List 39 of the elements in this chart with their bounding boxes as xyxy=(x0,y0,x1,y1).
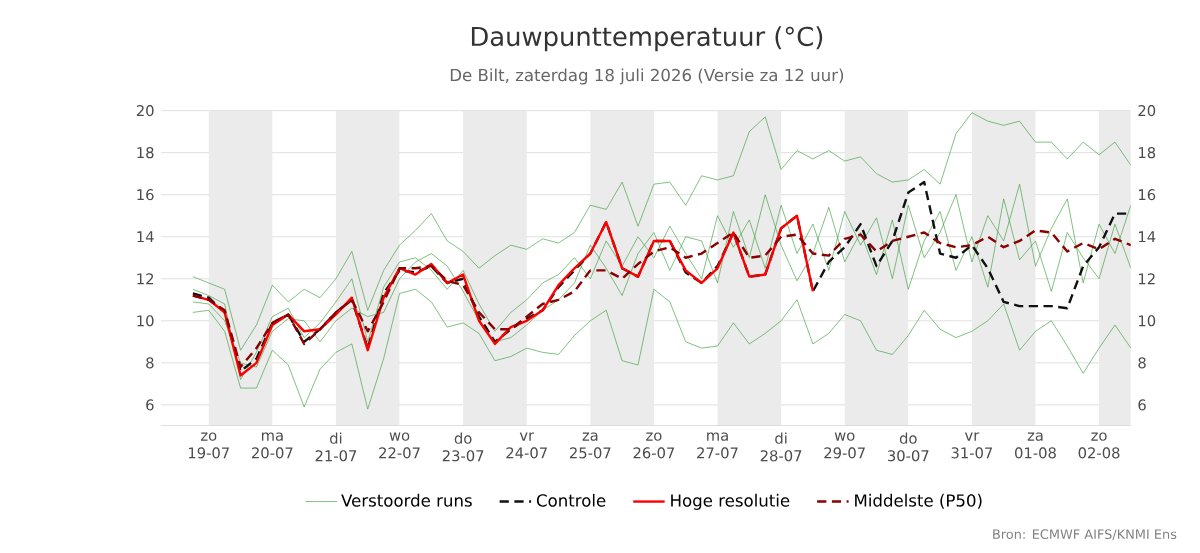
y2-tick-label: 16 xyxy=(1138,189,1156,201)
x-tick-label: za 01-08 xyxy=(1015,432,1056,459)
y-tick-label: 6 xyxy=(146,399,154,411)
y-tick-label: 10 xyxy=(137,315,154,327)
y2-tick-label: 20 xyxy=(1138,104,1156,117)
y2-tick-label: 8 xyxy=(1138,357,1146,369)
y-tick-label: 8 xyxy=(146,357,154,369)
y-tick-label: 12 xyxy=(137,273,154,285)
x-tick-label: vr 31-07 xyxy=(951,432,993,459)
y-tick-label: 14 xyxy=(137,231,154,243)
x-tick-label: di 28-07 xyxy=(760,432,802,462)
y-tick-label: 16 xyxy=(137,189,154,201)
y2-tick-label: 18 xyxy=(1138,147,1156,159)
x-tick-label: ma 20-07 xyxy=(252,432,293,459)
x-tick-label: wo 22-07 xyxy=(379,432,420,459)
legend-label: Middelste (P50) xyxy=(855,493,982,509)
x-tick-label: vr 24-07 xyxy=(506,432,547,459)
text: Bron: ECMWF AIFS/KNMI Ens xyxy=(993,529,1177,540)
y2-tick-label: 12 xyxy=(1138,273,1155,285)
y2-tick-label: 14 xyxy=(1138,231,1156,243)
y-tick-label: 18 xyxy=(137,147,154,159)
y2-tick-label: 6 xyxy=(1138,399,1146,411)
x-tick-label: do 30-07 xyxy=(887,432,929,462)
y-tick-label: 20 xyxy=(136,104,154,117)
line-series xyxy=(191,229,1131,369)
x-tick-label: wo 29-07 xyxy=(824,432,865,459)
x-tick-label: za 25-07 xyxy=(569,432,611,459)
legend-label: Verstoorde runs xyxy=(341,493,472,507)
x-tick-label: do 23-07 xyxy=(442,432,484,462)
legend-label: Hoge resolutie xyxy=(671,493,790,510)
y2-tick-label: 10 xyxy=(1138,315,1156,327)
x-tick-label: zo 26-07 xyxy=(633,432,675,459)
x-tick-label: zo 02-08 xyxy=(1078,432,1120,459)
x-tick-label: zo 19-07 xyxy=(188,432,229,459)
x-tick-label: di 21-07 xyxy=(315,432,357,462)
x-tick-label: ma 27-07 xyxy=(697,432,738,459)
chart-subtitle: De Bilt, zaterdag 18 juli 2026 (Versie za 12 uur) xyxy=(450,68,844,85)
chart-title: Dauwpunttemperatuur (°C) xyxy=(471,26,823,52)
legend-label: Controle xyxy=(536,493,606,507)
